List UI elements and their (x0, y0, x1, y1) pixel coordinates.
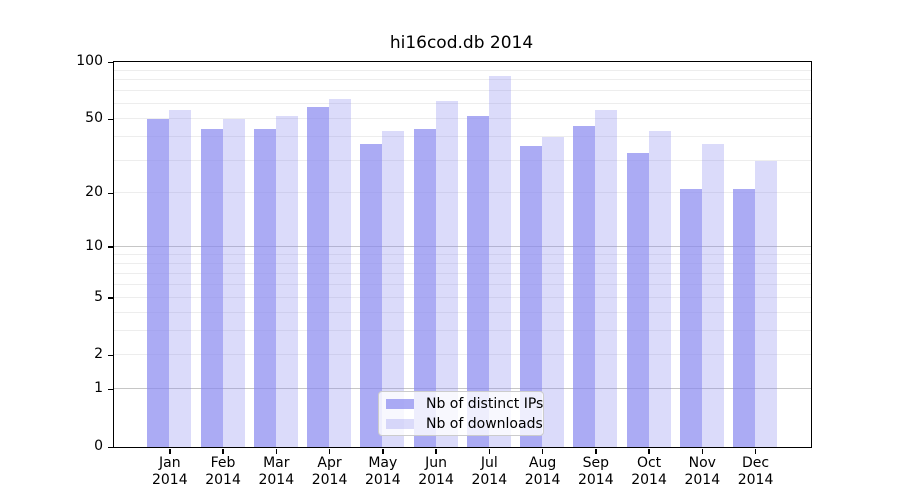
bar-downloads (755, 160, 777, 447)
x-tick-mark (275, 449, 278, 454)
x-tick-mark (754, 449, 757, 454)
bar-distinct-ips (307, 106, 330, 447)
y-tick-mark (108, 446, 113, 448)
legend-label-downloads: Nb of downloads (426, 415, 543, 432)
x-tick-mark (435, 449, 437, 454)
bar-distinct-ips (626, 152, 649, 447)
legend-swatch-downloads (386, 418, 414, 429)
x-tick-label: May 2014 (364, 455, 401, 488)
bar-downloads (275, 115, 298, 447)
x-tick-mark (169, 449, 171, 454)
minor-gridline (114, 354, 811, 356)
y-tick-label: 0 (94, 438, 103, 454)
x-tick-label: Dec 2014 (737, 455, 774, 488)
bar-distinct-ips (200, 129, 223, 447)
legend-item-distinct-ips: Nb of distinct IPs (386, 396, 543, 412)
bar-distinct-ips (520, 145, 543, 447)
minor-gridline (114, 136, 811, 138)
x-tick-mark (488, 449, 491, 454)
bar-distinct-ips (413, 129, 436, 447)
y-tick-label: 1 (94, 380, 103, 397)
minor-gridline (114, 103, 811, 105)
y-tick-mark (108, 61, 113, 63)
y-tick-mark (108, 297, 113, 299)
chart-title: hi16cod.db 2014 (389, 33, 534, 53)
bar-downloads (329, 98, 352, 447)
minor-gridline (114, 192, 811, 194)
minor-gridline (114, 262, 811, 264)
bar-downloads (701, 143, 724, 447)
y-tick-label: 10 (85, 237, 103, 254)
x-tick-mark (328, 449, 331, 454)
legend-swatch-distinct-ips (386, 398, 414, 409)
x-tick-label: Mar 2014 (258, 455, 295, 488)
x-tick-label: Aug 2014 (524, 455, 561, 488)
bar-downloads (542, 137, 565, 447)
y-tick-label: 5 (94, 288, 103, 305)
minor-gridline (114, 311, 811, 313)
minor-gridline (114, 118, 811, 120)
x-tick-label: Jan 2014 (151, 455, 188, 488)
bar-distinct-ips (253, 129, 276, 447)
bar-distinct-ips (679, 189, 702, 447)
y-tick-mark (108, 118, 113, 120)
x-tick-label: Jul 2014 (471, 455, 508, 488)
bar-downloads (648, 131, 671, 447)
minor-gridline (114, 79, 811, 81)
x-tick-label: Feb 2014 (205, 455, 241, 488)
y-tick-label: 20 (85, 184, 103, 201)
y-tick-mark (108, 246, 113, 248)
minor-gridline (114, 272, 811, 274)
bar-downloads (169, 109, 192, 447)
legend-item-downloads: Nb of downloads (386, 416, 543, 432)
x-tick-label: Oct 2014 (631, 455, 667, 488)
minor-gridline (114, 69, 811, 71)
bar-distinct-ips (466, 115, 489, 447)
bar-distinct-ips (573, 125, 596, 447)
minor-gridline (114, 296, 811, 298)
x-tick-mark (541, 449, 544, 454)
x-tick-mark (382, 449, 384, 454)
y-tick-mark (108, 192, 113, 195)
bar-downloads (382, 131, 405, 447)
minor-gridline (114, 330, 811, 332)
x-tick-label: Apr 2014 (311, 455, 348, 488)
plot-area (113, 61, 812, 448)
x-tick-mark (595, 449, 597, 454)
minor-gridline (114, 253, 811, 255)
bar-downloads (222, 119, 245, 447)
bar-downloads (435, 101, 458, 447)
minor-gridline (114, 90, 811, 92)
legend: Nb of distinct IPs Nb of downloads (378, 391, 544, 436)
x-tick-label: Jun 2014 (418, 455, 454, 488)
legend-label-distinct-ips: Nb of distinct IPs (426, 395, 544, 412)
minor-gridline (114, 283, 811, 285)
y-tick-label: 2 (94, 346, 103, 363)
major-gridline (114, 245, 811, 247)
bar-downloads (595, 109, 618, 447)
x-tick-label: Nov 2014 (684, 455, 721, 488)
bar-distinct-ips (147, 119, 170, 447)
y-tick-mark (108, 354, 113, 357)
y-tick-label: 100 (76, 53, 103, 69)
x-tick-mark (222, 449, 224, 454)
bar-distinct-ips (733, 189, 755, 447)
y-tick-label: 50 (85, 110, 103, 126)
y-tick-mark (108, 388, 113, 391)
x-tick-mark (648, 449, 650, 454)
x-tick-label: Sep 2014 (577, 455, 614, 488)
x-tick-mark (701, 449, 704, 454)
bar-downloads (488, 76, 511, 447)
bar-distinct-ips (360, 143, 383, 447)
major-gridline (114, 388, 811, 390)
minor-gridline (114, 159, 811, 161)
